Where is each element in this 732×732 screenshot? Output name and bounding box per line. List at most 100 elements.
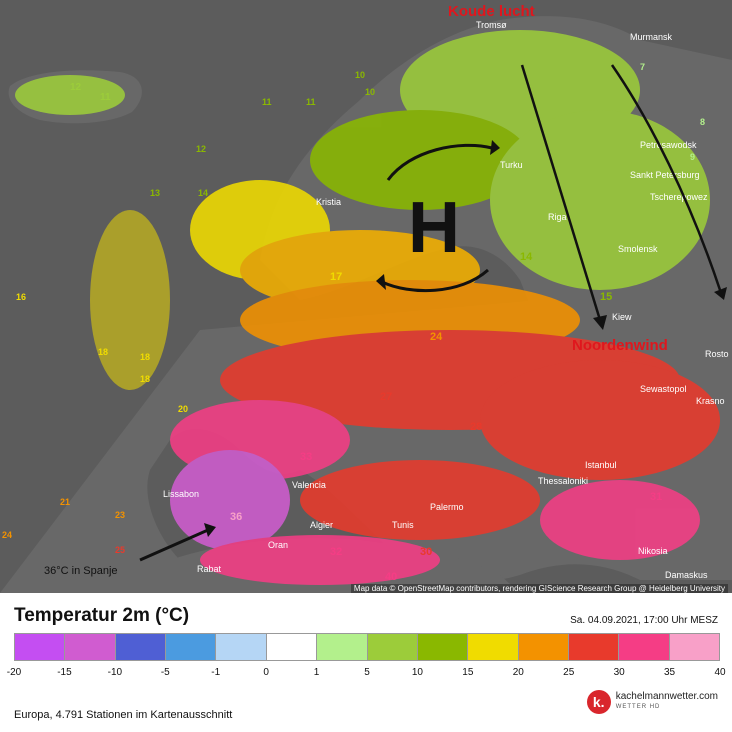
brand-sub: WETTER HD [615,704,661,710]
svg-text:30: 30 [420,546,432,558]
wind-arrow-left [520,64,602,321]
legend-swatch [468,634,519,660]
city-label: Kristia [316,197,341,207]
city-label: Murmansk [630,32,673,42]
svg-text:33: 33 [300,451,312,463]
city-label: Istanbul [585,460,617,470]
wind-arrowhead-right [714,287,727,300]
high-pressure-system: H [376,140,500,293]
legend-panel: Temperatur 2m (°C) Sa. 04.09.2021, 17:00… [0,595,732,732]
city-label: Damaskus [665,570,708,580]
legend-ticks: -20 -15 -10 -5 -1 0 1 5 10 15 20 25 30 35 40 [7,667,726,679]
legend-swatch [518,634,569,660]
city-label: Lissabon [163,489,199,499]
legend-title: Temperatur 2m (°C) [14,605,190,626]
svg-text:17: 17 [330,271,342,283]
legend-tick-label: 25 [563,667,575,678]
spain-pointer-arrowhead [204,523,216,537]
legend-swatch [417,634,469,660]
legend-color-bar [14,633,720,661]
legend-swatch [619,634,670,660]
legend-date: Sa. 04.09.2021, 17:00 Uhr MESZ [570,615,718,626]
circulation-arrow-bottom [381,268,489,293]
legend-tick-label: 30 [613,667,625,678]
temperature-map[interactable]: 16 18 18 18 20 21 23 25 24 13 14 12 11 1… [0,0,732,593]
station-values: 16 18 18 18 20 21 23 25 24 13 14 12 11 1… [2,62,705,583]
svg-text:28: 28 [470,421,482,433]
arrowhead-top [490,140,500,155]
svg-text:24: 24 [430,331,443,343]
legend-swatch [15,634,66,660]
svg-text:16: 16 [16,292,26,302]
temperature-field [15,30,720,585]
legend-tick-label: 35 [664,667,676,678]
legend-footer: Europa, 4.791 Stationen im Kartenausschn… [14,709,233,721]
legend-tick-label: -15 [57,667,72,678]
city-label: Rosto [705,349,729,359]
svg-text:7: 7 [640,62,645,72]
city-label: Tunis [392,520,414,530]
city-labels: Tromsø Murmansk Petrosawodsk Sankt Peter… [163,20,729,580]
legend-tick-label: -10 [107,667,123,678]
svg-text:24: 24 [2,530,12,540]
svg-text:11: 11 [262,97,272,107]
legend-tick-label: 0 [263,667,269,678]
city-label: Oran [268,540,288,550]
svg-text:14: 14 [520,251,533,263]
svg-text:10: 10 [365,87,375,97]
legend-tick-label: 10 [411,667,423,678]
svg-text:11: 11 [306,97,316,107]
legend-swatch [568,634,620,660]
legend-tick-label: 5 [364,667,370,678]
svg-text:12: 12 [196,144,206,154]
brand-name: kachelmannwetter.com [615,691,718,702]
legend-tick-label: 1 [313,667,320,678]
city-label: Valencia [292,480,326,490]
svg-text:27: 27 [380,391,392,403]
svg-text:18: 18 [98,347,108,357]
city-label: Petrosawodsk [640,140,697,150]
city-label: Sankt Petersburg [630,170,700,180]
svg-text:12: 12 [70,82,82,93]
spain-note-label: 36°C in Spanje [44,565,118,577]
city-label: Nikosia [638,546,668,556]
wind-arrow-right [610,64,722,291]
legend-tick-label: -20 [6,667,22,678]
high-pressure-label: H [408,188,460,268]
svg-text:21: 21 [60,497,70,507]
legend-tick-label: 20 [512,667,524,678]
legend-swatch [266,634,318,660]
circulation-arrow-top [386,143,493,181]
svg-text:10: 10 [355,70,365,80]
map-attribution: Map data © OpenStreetMap contributors, r… [350,584,728,593]
city-label: Thessaloniki [538,476,588,486]
svg-text:27: 27 [600,461,612,473]
city-label: Tscherepowez [650,192,708,202]
legend-tick-label: -5 [160,667,170,678]
cold-air-label: Koude lucht [448,3,535,20]
svg-text:31: 31 [650,491,662,503]
city-label: Kiew [612,312,632,322]
svg-text:40: 40 [385,571,397,583]
svg-text:15: 15 [600,291,612,303]
legend-tick-label: 15 [462,667,474,678]
city-label: Riga [548,212,567,222]
city-label: Algier [310,520,333,530]
brand-logo[interactable]: k. kachelmannwetter.com WETTER HD [586,690,718,714]
svg-text:11: 11 [100,92,111,103]
city-label: Turku [500,160,523,170]
svg-text:18: 18 [140,352,150,362]
svg-text:13: 13 [150,188,160,198]
map-canvas: 16 18 18 18 20 21 23 25 24 13 14 12 11 1… [0,3,732,593]
city-label: Tromsø [476,20,507,30]
city-label: Krasno [696,396,725,406]
brand-text: kachelmannwetter.com WETTER HD [616,691,718,713]
legend-tick-label: -1 [211,667,221,678]
svg-text:18: 18 [140,374,150,384]
north-wind-label: Noordenwind [572,337,668,354]
svg-text:32: 32 [330,546,342,558]
legend-swatch [65,634,116,660]
legend-swatch [367,634,418,660]
svg-text:36: 36 [230,511,242,523]
